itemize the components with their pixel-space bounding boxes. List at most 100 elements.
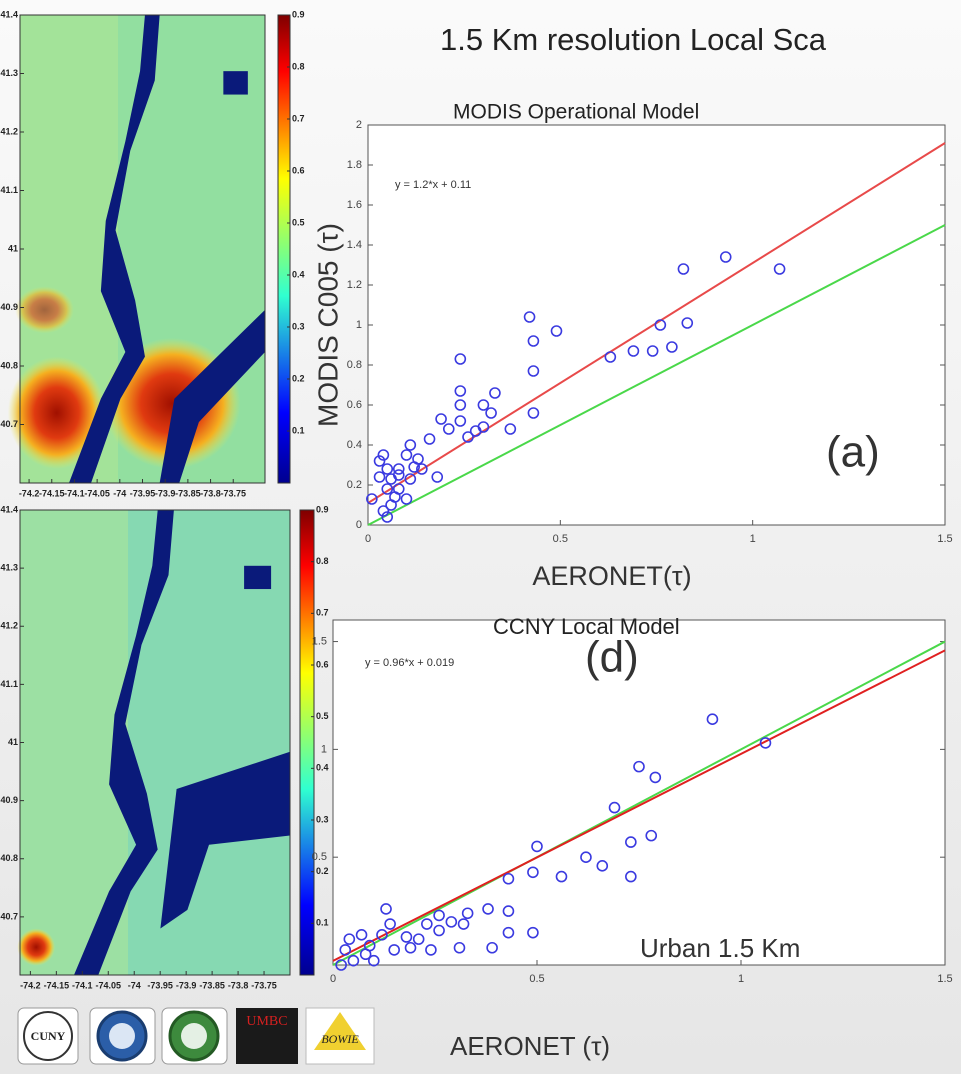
map-y-tick-label: 40.9 xyxy=(0,795,18,805)
map-x-tick-label: -73.95 xyxy=(130,488,156,498)
logo-text: BOWIE xyxy=(321,1032,359,1046)
y-tick-label: 0.4 xyxy=(347,439,362,451)
y-tick-label: 0.2 xyxy=(347,479,362,491)
data-point xyxy=(625,836,637,848)
map-x-tick-label: -73.9 xyxy=(176,980,197,990)
y-tick-label: 1 xyxy=(356,319,362,331)
y-tick-label: 0.8 xyxy=(347,359,362,371)
map-hotspot xyxy=(7,356,106,469)
data-point xyxy=(442,423,455,435)
data-point xyxy=(555,870,568,883)
y-tick-label: 1.5 xyxy=(312,635,327,647)
data-point xyxy=(404,473,417,485)
data-point xyxy=(454,353,467,365)
annotation: y = 0.96*x + 0.019 xyxy=(365,657,454,669)
y-tick-label: 0 xyxy=(356,519,362,531)
x-tick-label: 1 xyxy=(750,533,756,545)
colorbar-tick-label: 0.2 xyxy=(316,866,329,876)
data-point xyxy=(550,325,563,337)
logo-shape xyxy=(314,1012,366,1050)
plot-area xyxy=(332,619,946,966)
annotation: (d) xyxy=(585,633,639,682)
logo-seal xyxy=(23,1011,73,1061)
x-tick-label: 1 xyxy=(738,973,744,985)
map-y-tick-label: 41.4 xyxy=(0,9,18,19)
data-point xyxy=(373,455,386,467)
logo-text: CUNY xyxy=(31,1029,66,1043)
data-point xyxy=(719,251,732,263)
data-point xyxy=(527,365,540,377)
map-water xyxy=(223,71,248,95)
data-point xyxy=(486,941,498,954)
data-point xyxy=(523,311,536,323)
map-x-tick-label: -74.05 xyxy=(84,488,110,498)
data-point xyxy=(454,385,467,397)
y-tick-label: 2 xyxy=(356,119,362,131)
map-x-tick-label: -74.1 xyxy=(64,488,85,498)
data-point xyxy=(343,933,356,945)
map-river xyxy=(69,15,160,483)
map-y-tick-label: 40.9 xyxy=(0,302,18,312)
data-point xyxy=(416,463,428,475)
data-point xyxy=(706,713,719,725)
plot-area xyxy=(367,124,946,526)
data-point xyxy=(504,423,517,435)
data-point xyxy=(627,345,640,357)
y-tick-label: 1.4 xyxy=(347,239,362,251)
data-point xyxy=(485,407,497,419)
map-x-tick-label: -73.75 xyxy=(251,980,277,990)
x-tick-label: 0.5 xyxy=(529,973,544,985)
data-point xyxy=(646,345,659,357)
map-y-tick-label: 41.1 xyxy=(0,185,18,195)
data-point xyxy=(381,463,394,475)
data-point xyxy=(453,941,466,954)
colorbar-tick-label: 0.1 xyxy=(316,918,329,928)
data-point xyxy=(421,918,433,930)
map-water xyxy=(159,309,265,483)
data-point xyxy=(608,801,621,814)
y-tick-label: 1 xyxy=(321,743,327,755)
data-point xyxy=(433,909,445,922)
data-point xyxy=(502,926,515,939)
data-point xyxy=(773,263,786,275)
data-point xyxy=(649,771,662,784)
data-point xyxy=(445,916,458,928)
data-point xyxy=(404,439,417,451)
map-y-tick-label: 41 xyxy=(8,737,18,747)
map-y-tick-label: 40.8 xyxy=(0,853,18,863)
data-point xyxy=(355,929,368,941)
map-x-tick-label: -73.8 xyxy=(228,980,249,990)
data-point xyxy=(347,954,360,967)
map-y-tick-label: 41.3 xyxy=(0,68,18,78)
colorbar-tick-label: 0.9 xyxy=(292,9,305,19)
data-point xyxy=(381,483,394,495)
fit-line xyxy=(367,224,946,526)
x-tick-label: 0.5 xyxy=(553,533,568,545)
map-x-tick-label: -73.75 xyxy=(220,488,246,498)
data-point xyxy=(380,903,392,915)
y-tick-label: 0.5 xyxy=(312,851,327,863)
logo-seal xyxy=(109,1023,135,1049)
data-point xyxy=(400,449,413,461)
data-point xyxy=(527,335,540,347)
map-hotspot xyxy=(15,286,74,334)
map-x-tick-label: -73.85 xyxy=(175,488,201,498)
data-point xyxy=(423,433,436,445)
map-hotspot xyxy=(17,928,56,966)
data-point xyxy=(392,463,405,475)
map-x-tick-label: -74.2 xyxy=(19,488,40,498)
chart-title: MODIS Operational Model xyxy=(453,101,699,124)
map-x-tick-label: -74.05 xyxy=(96,980,122,990)
data-point xyxy=(381,511,394,523)
data-point xyxy=(392,469,405,481)
data-point xyxy=(366,493,378,505)
data-point xyxy=(385,499,397,511)
colorbar-tick-label: 0.5 xyxy=(292,217,305,227)
map-x-tick-label: -73.8 xyxy=(200,488,221,498)
map-water xyxy=(244,565,272,590)
data-point xyxy=(654,319,667,331)
data-point xyxy=(527,866,539,879)
data-point xyxy=(400,493,413,505)
colorbar-tick-label: 0.4 xyxy=(316,763,329,773)
